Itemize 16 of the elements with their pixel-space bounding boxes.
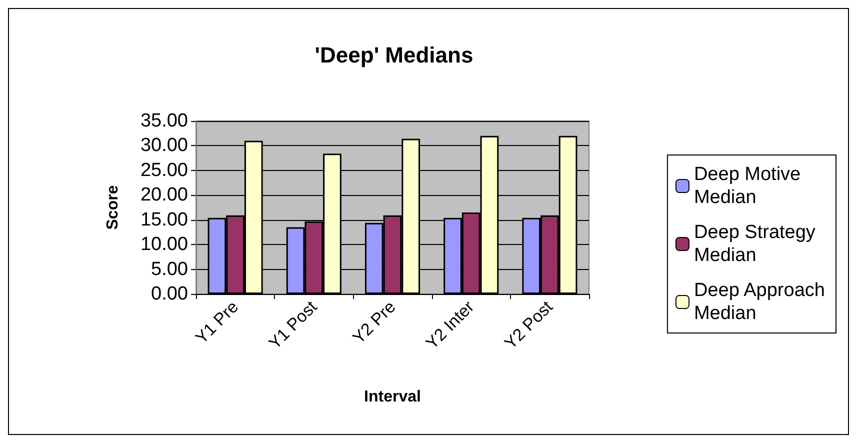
y-tick-label: 35.00: [140, 110, 188, 132]
legend-label: Deep Approach Median: [694, 280, 825, 324]
y-tick-label: 20.00: [140, 184, 188, 206]
chart-title: 'Deep' Medians: [314, 42, 474, 68]
y-tick-label: 0.00: [151, 284, 188, 304]
y-tick-label: 5.00: [151, 258, 188, 280]
legend-label: Deep Motive Median: [694, 164, 801, 208]
y-tick-label: 10.00: [140, 234, 188, 256]
x-tick-label: Y1 Pre: [192, 297, 242, 348]
y-tick-label: 15.00: [140, 209, 188, 230]
y-tick-label: 25.00: [140, 160, 188, 181]
x-axis-title: Interval: [364, 388, 421, 406]
y-axis-title: Score: [104, 185, 122, 230]
x-tick-label: Y2 Pre: [349, 297, 400, 348]
y-tick-label: 30.00: [140, 135, 188, 156]
legend-label: Deep Strategy Median: [694, 222, 816, 266]
